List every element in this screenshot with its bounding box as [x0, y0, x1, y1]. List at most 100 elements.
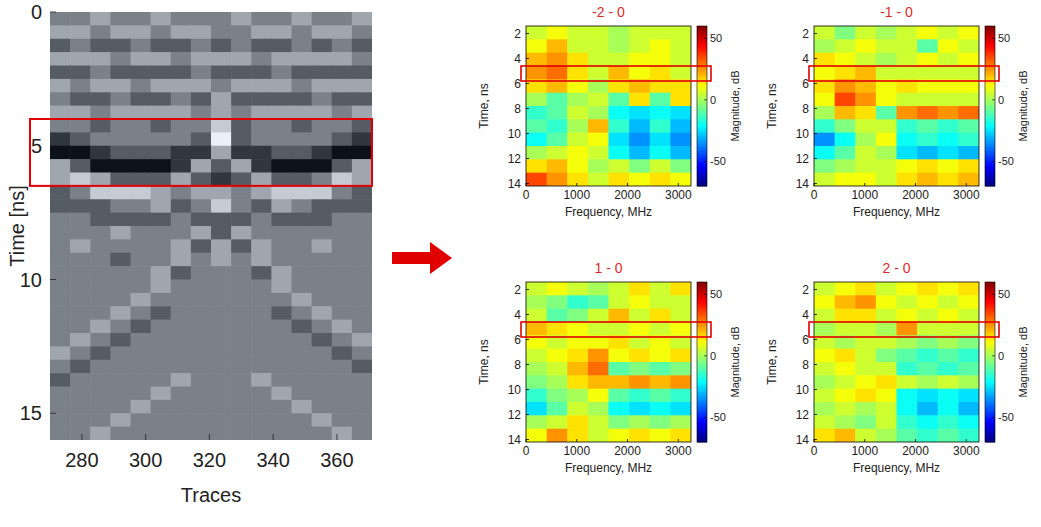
- cell: [609, 159, 630, 173]
- cell: [629, 146, 650, 160]
- cell: [958, 362, 979, 376]
- cell: [271, 79, 292, 93]
- cell: [938, 295, 959, 309]
- cell: [50, 25, 71, 39]
- cell: [855, 106, 876, 120]
- cell: [332, 213, 353, 227]
- cell: [835, 362, 856, 376]
- cell: [917, 26, 938, 40]
- cell: [151, 66, 172, 80]
- cell: [110, 400, 131, 414]
- cell: [131, 293, 152, 307]
- cell: [332, 346, 353, 360]
- x-axis-title: Frequency, MHz: [565, 461, 652, 475]
- cell: [352, 266, 372, 280]
- cell: [670, 362, 691, 376]
- cell: [332, 387, 353, 401]
- cell: [352, 306, 372, 320]
- cell: [526, 282, 547, 296]
- cell: [835, 322, 856, 336]
- cell: [312, 293, 333, 307]
- cell: [151, 25, 172, 39]
- cell: [251, 25, 272, 39]
- cell: [814, 26, 835, 40]
- cell: [312, 320, 333, 334]
- cell: [670, 375, 691, 389]
- y-tick: [814, 414, 817, 415]
- cell: [211, 333, 232, 347]
- cell: [70, 146, 91, 160]
- x-tick: [576, 439, 577, 442]
- y-tick: [526, 339, 529, 340]
- cell: [629, 26, 650, 40]
- colorbar-tick-label: 50: [998, 288, 1010, 300]
- cell: [151, 92, 172, 106]
- y-tick: [526, 33, 529, 34]
- colorbar-title: Magnitude, dB: [1017, 327, 1029, 398]
- cell: [90, 320, 111, 334]
- cell: [917, 375, 938, 389]
- cell: [609, 133, 630, 147]
- frame: [526, 26, 691, 186]
- cell: [588, 133, 609, 147]
- cell: [876, 159, 897, 173]
- cell: [332, 266, 353, 280]
- cell: [609, 106, 630, 120]
- cell: [131, 119, 152, 133]
- cell: [547, 106, 568, 120]
- cell: [70, 66, 91, 80]
- cell: [90, 79, 111, 93]
- x-tick: [627, 183, 628, 186]
- cell: [70, 400, 91, 414]
- cell: [191, 25, 212, 39]
- cell: [90, 146, 111, 160]
- cell: [958, 349, 979, 363]
- cell: [670, 159, 691, 173]
- cell: [171, 186, 192, 200]
- cell: [835, 66, 856, 80]
- cell: [191, 132, 212, 146]
- cell: [526, 309, 547, 323]
- cell: [547, 53, 568, 67]
- cell: [567, 39, 588, 53]
- cell: [814, 159, 835, 173]
- cell: [938, 415, 959, 429]
- cell: [131, 146, 152, 160]
- cell: [191, 253, 212, 267]
- cell: [650, 362, 671, 376]
- cell: [251, 92, 272, 106]
- cell: [917, 39, 938, 53]
- highlight-box: [809, 322, 999, 337]
- cell: [50, 12, 71, 26]
- cell: [231, 333, 252, 347]
- y-tick-label: 14: [796, 433, 810, 447]
- cell: [835, 26, 856, 40]
- y-tick: [814, 83, 817, 84]
- cell: [670, 26, 691, 40]
- cell: [938, 282, 959, 296]
- cell: [855, 322, 876, 336]
- y-tick: [814, 339, 817, 340]
- cell: [312, 306, 333, 320]
- cell: [629, 106, 650, 120]
- cell: [352, 119, 372, 133]
- x-tick-label: 3000: [953, 444, 980, 458]
- cell: [958, 429, 979, 442]
- cell: [332, 427, 353, 440]
- cell: [211, 320, 232, 334]
- y-tick-label: 12: [508, 152, 522, 166]
- cell: [70, 427, 91, 440]
- cell: [917, 282, 938, 296]
- cell: [814, 362, 835, 376]
- cell: [876, 106, 897, 120]
- cell: [938, 133, 959, 147]
- cell: [629, 309, 650, 323]
- cell: [50, 146, 71, 160]
- cell: [70, 239, 91, 253]
- cell: [567, 322, 588, 336]
- cell: [629, 375, 650, 389]
- cell: [231, 253, 252, 267]
- y-tick-label: 8: [802, 102, 809, 116]
- cell: [171, 266, 192, 280]
- cell: [938, 309, 959, 323]
